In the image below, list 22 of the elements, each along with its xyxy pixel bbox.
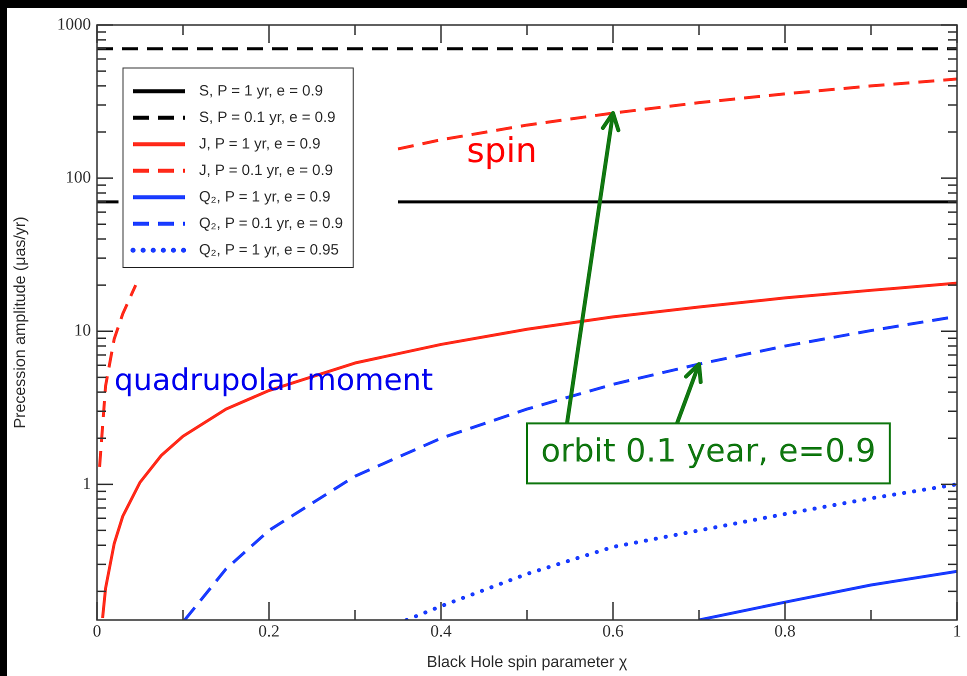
x-tick-label: 1 bbox=[952, 622, 962, 641]
legend-label: S, P = 1 yr, e = 0.9 bbox=[199, 82, 323, 100]
x-tick-label: 0.8 bbox=[774, 622, 796, 641]
annotation: orbit 0.1 year, e=0.9 bbox=[541, 432, 876, 470]
legend-label: Q₂, P = 0.1 yr, e = 0.9 bbox=[199, 214, 343, 232]
legend-label: Q₂, P = 1 yr, e = 0.95 bbox=[199, 241, 339, 258]
y-tick-label: 1000 bbox=[57, 14, 91, 34]
x-tick-label: 0.2 bbox=[258, 622, 280, 641]
y-tick-label: 10 bbox=[74, 320, 91, 340]
legend-label: J, P = 0.1 yr, e = 0.9 bbox=[199, 162, 333, 179]
x-tick-label: 0 bbox=[92, 622, 102, 641]
x-tick-label: 0.6 bbox=[602, 622, 624, 641]
legend-label: S, P = 0.1 yr, e = 0.9 bbox=[199, 108, 336, 126]
legend-label: Q₂, P = 1 yr, e = 0.9 bbox=[199, 188, 330, 206]
annotation: quadrupolar moment bbox=[114, 362, 434, 398]
y-axis-title: Precession amplitude (μas/yr) bbox=[12, 216, 30, 428]
y-tick-label: 100 bbox=[66, 168, 91, 187]
x-axis-title: Black Hole spin parameter χ bbox=[426, 654, 628, 671]
y-tick-label: 1 bbox=[82, 474, 91, 493]
x-tick-label: 0.4 bbox=[430, 622, 452, 641]
legend-label: J, P = 1 yr, e = 0.9 bbox=[199, 135, 320, 152]
annotation: spin bbox=[466, 130, 538, 171]
